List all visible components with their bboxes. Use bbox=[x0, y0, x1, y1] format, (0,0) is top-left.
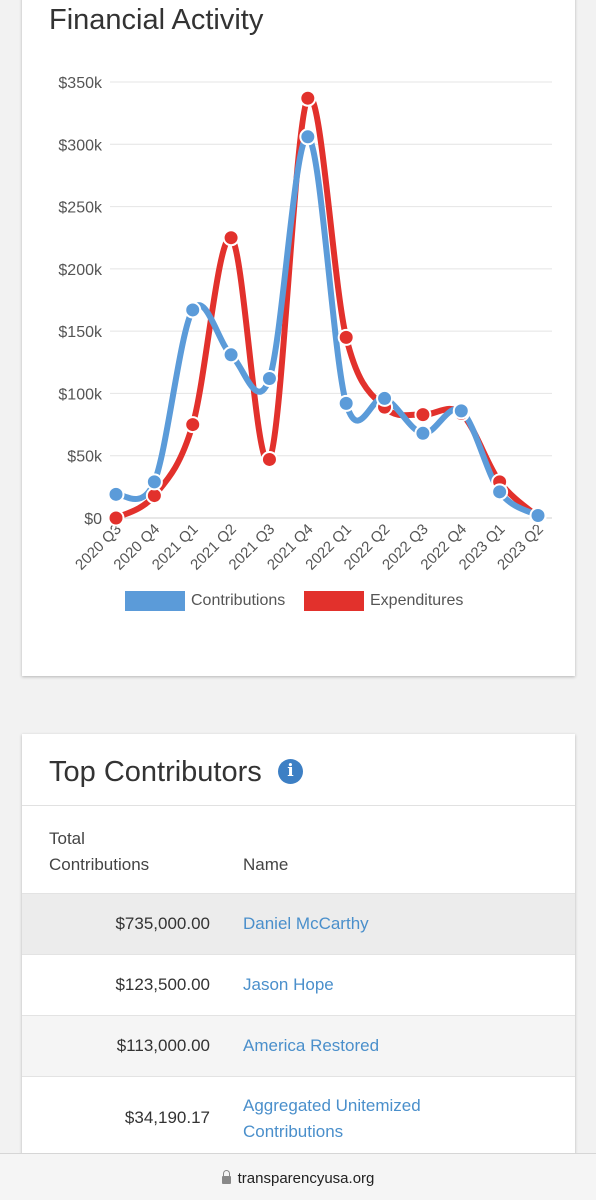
legend-expenditures[interactable]: Expenditures bbox=[304, 591, 463, 611]
data-point-expenditures bbox=[414, 406, 432, 424]
data-point-contributions bbox=[184, 301, 202, 319]
browser-address-bar[interactable]: transparencyusa.org bbox=[0, 1153, 596, 1200]
y-tick-label: $150k bbox=[58, 324, 103, 341]
financial-activity-card: Financial Activity $0 $50k $100k $150k $200k… bbox=[22, 0, 575, 676]
chart-title: Financial Activity bbox=[49, 4, 264, 36]
y-tick-label: $250k bbox=[58, 200, 103, 217]
y-tick-label: $50k bbox=[67, 449, 103, 466]
data-point-contributions bbox=[414, 424, 432, 442]
table-row: $113,000.00 America Restored bbox=[22, 1015, 575, 1076]
header-total-line1: Total bbox=[49, 829, 85, 848]
contributor-link[interactable]: Aggregated Unitemized Contributions bbox=[243, 1096, 421, 1141]
contributor-link[interactable]: Jason Hope bbox=[243, 975, 334, 994]
chart-legend: Contributions Expenditures bbox=[22, 591, 575, 617]
data-point-contributions bbox=[376, 389, 394, 407]
data-point-contributions bbox=[529, 507, 547, 525]
table-row: $34,190.17 Aggregated Unitemized Contrib… bbox=[22, 1076, 575, 1164]
data-point-contributions bbox=[107, 485, 125, 503]
top-contributors-card: Top Contributors i Total Contributions N… bbox=[22, 734, 575, 1164]
data-point-contributions bbox=[452, 402, 470, 420]
divider bbox=[22, 805, 575, 806]
row-amount: $123,500.00 bbox=[115, 975, 210, 994]
financial-activity-chart: $0$50k$100k$150k$200k$250k$300k$350k2020… bbox=[58, 75, 552, 574]
data-point-contributions bbox=[491, 483, 509, 501]
y-tick-label: $200k bbox=[58, 262, 103, 279]
data-point-contributions bbox=[337, 394, 355, 412]
data-point-expenditures bbox=[260, 450, 278, 468]
info-icon[interactable]: i bbox=[278, 759, 303, 784]
header-total-contributions[interactable]: Total Contributions bbox=[49, 826, 189, 878]
legend-label-expenditures: Expenditures bbox=[370, 592, 464, 609]
contributor-link[interactable]: America Restored bbox=[243, 1036, 380, 1055]
y-tick-label: $300k bbox=[58, 137, 103, 154]
row-amount: $735,000.00 bbox=[115, 914, 210, 933]
contributor-link[interactable]: Daniel McCarthy bbox=[243, 914, 369, 933]
legend-label-contributions: Contributions bbox=[191, 592, 286, 609]
data-point-expenditures bbox=[222, 229, 240, 247]
contributors-title: Top Contributors bbox=[49, 756, 262, 788]
data-point-expenditures bbox=[337, 328, 355, 346]
data-point-contributions bbox=[299, 128, 317, 146]
series-line-expenditures bbox=[113, 93, 541, 521]
data-point-contributions bbox=[145, 473, 163, 491]
data-point-contributions bbox=[260, 369, 278, 387]
header-total-line2: Contributions bbox=[49, 855, 150, 874]
y-tick-label: $100k bbox=[58, 386, 103, 403]
row-amount: $34,190.17 bbox=[124, 1108, 210, 1127]
data-point-expenditures bbox=[107, 509, 125, 527]
y-tick-label: $350k bbox=[58, 75, 103, 92]
data-point-expenditures bbox=[184, 416, 202, 434]
row-amount: $113,000.00 bbox=[116, 1036, 210, 1055]
header-name[interactable]: Name bbox=[243, 855, 289, 874]
y-tick-label: $0 bbox=[84, 511, 102, 528]
table-row: $123,500.00 Jason Hope bbox=[22, 954, 575, 1015]
legend-contributions[interactable]: Contributions bbox=[125, 591, 285, 611]
legend-swatch-expenditures bbox=[304, 591, 364, 611]
data-point-contributions bbox=[222, 346, 240, 364]
lock-icon bbox=[221, 1170, 231, 1184]
table-row: $735,000.00 Daniel McCarthy bbox=[22, 893, 575, 954]
data-point-expenditures bbox=[299, 89, 317, 107]
url-text: transparencyusa.org bbox=[237, 1170, 375, 1187]
legend-swatch-contributions bbox=[125, 591, 185, 611]
